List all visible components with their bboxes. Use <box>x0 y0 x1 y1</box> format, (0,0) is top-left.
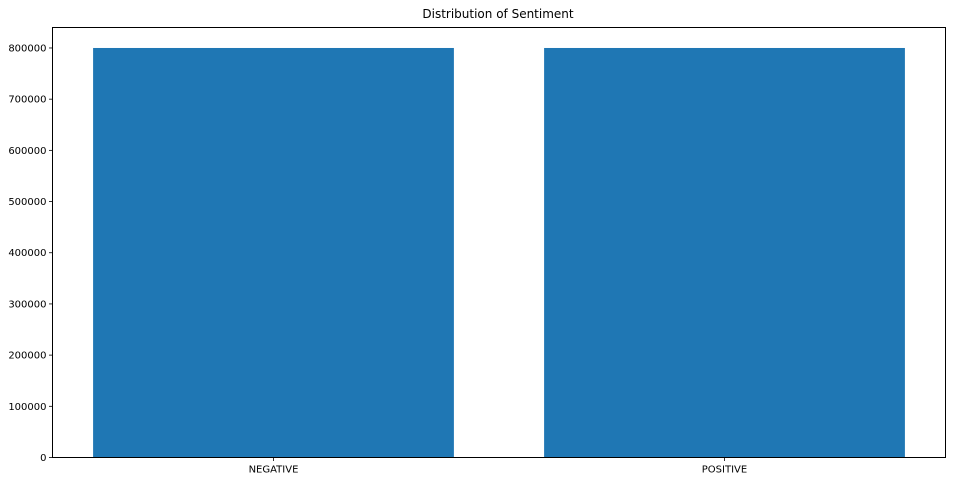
y-tick-label: 500000 <box>8 197 46 208</box>
x-tick-label: POSITIVE <box>702 465 747 476</box>
y-tick-label: 200000 <box>8 351 46 362</box>
y-tick-label: 800000 <box>8 43 46 54</box>
bars-layer <box>93 47 905 458</box>
x-axis: NEGATIVE POSITIVE <box>249 457 747 476</box>
bar-positive <box>544 47 905 458</box>
x-tick-label: NEGATIVE <box>249 465 299 476</box>
plot-frame <box>52 27 946 458</box>
y-tick-label: 300000 <box>8 299 46 310</box>
y-tick-label: 100000 <box>8 402 46 413</box>
bar-negative <box>93 47 454 458</box>
y-axis: 0 100000 200000 300000 400000 500000 600000 700… <box>8 43 53 464</box>
chart-title: Distribution of Sentiment <box>422 7 574 21</box>
y-tick-label: 0 <box>40 453 46 464</box>
y-tick-label: 700000 <box>8 95 46 106</box>
y-tick-label: 400000 <box>8 248 46 259</box>
y-tick-label: 600000 <box>8 146 46 157</box>
